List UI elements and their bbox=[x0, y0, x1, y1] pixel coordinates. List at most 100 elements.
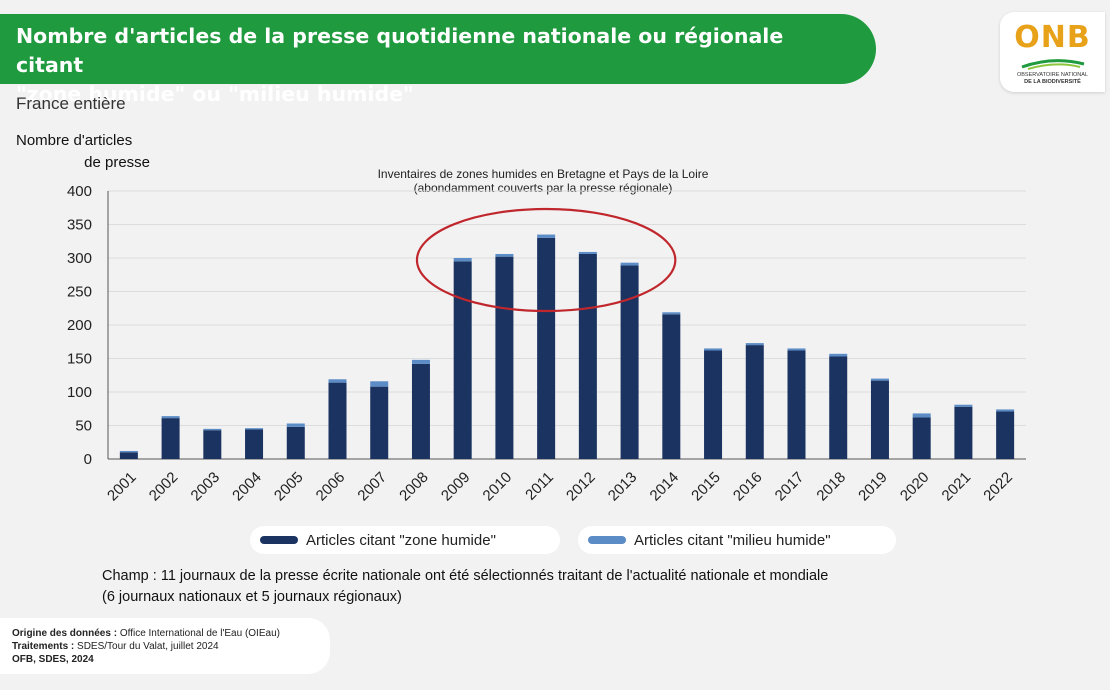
x-tick-label: 2018 bbox=[813, 469, 849, 505]
bar-zone-humide-2003 bbox=[203, 430, 222, 459]
bar-milieu-humide-2007 bbox=[370, 381, 389, 387]
bar-milieu-humide-2020 bbox=[912, 413, 931, 418]
source-origin-value: Office International de l'Eau (OIEau) bbox=[119, 628, 280, 639]
y-tick-label: 150 bbox=[67, 351, 92, 368]
scope-note-line2: (6 journaux nationaux et 5 journaux régi… bbox=[102, 589, 402, 605]
legend-label-zone-humide: Articles citant "zone humide" bbox=[306, 531, 496, 549]
bar-zone-humide-2008 bbox=[411, 363, 430, 459]
y-tick-label: 350 bbox=[67, 217, 92, 234]
bar-zone-humide-2021 bbox=[954, 406, 973, 459]
x-tick-label: 2022 bbox=[980, 469, 1016, 505]
bar-milieu-humide-2014 bbox=[662, 312, 681, 315]
bar-milieu-humide-2003 bbox=[203, 428, 222, 431]
x-tick-label: 2015 bbox=[688, 469, 724, 505]
x-tick-label: 2010 bbox=[480, 469, 516, 505]
bar-milieu-humide-2015 bbox=[704, 348, 723, 351]
legend-label-milieu-humide: Articles citant "milieu humide" bbox=[634, 531, 831, 549]
bar-zone-humide-2012 bbox=[578, 253, 597, 459]
x-tick-label: 2016 bbox=[730, 469, 766, 505]
scope-note-line1: Champ : 11 journaux de la presse écrite … bbox=[102, 568, 829, 584]
y-tick-label: 300 bbox=[67, 250, 92, 267]
x-tick-label: 2014 bbox=[647, 469, 683, 505]
bar-zone-humide-2016 bbox=[745, 345, 764, 459]
x-tick-label: 2005 bbox=[271, 469, 307, 505]
x-tick-label: 2021 bbox=[939, 469, 975, 505]
annotation-line1: Inventaires de zones humides en Bretagne… bbox=[377, 167, 709, 181]
logo-text: ONB bbox=[1014, 20, 1091, 55]
logo-subtitle-line1: OBSERVATOIRE NATIONAL bbox=[1016, 72, 1088, 78]
highlight-ellipse bbox=[415, 207, 677, 313]
onb-logo: ONB OBSERVATOIRE NATIONAL DE LA BIODIVER… bbox=[1000, 12, 1105, 92]
legend-swatch-zone-humide bbox=[260, 536, 298, 544]
y-tick-label: 200 bbox=[67, 317, 92, 334]
x-tick-label: 2004 bbox=[229, 469, 265, 505]
bar-milieu-humide-2010 bbox=[495, 253, 514, 257]
bar-zone-humide-2018 bbox=[829, 356, 848, 459]
x-tick-label: 2002 bbox=[146, 469, 182, 505]
bar-zone-humide-2010 bbox=[495, 256, 514, 459]
x-tick-label: 2003 bbox=[188, 469, 224, 505]
legend-swatch-milieu-humide bbox=[588, 536, 626, 544]
source-origin-label: Origine des données : bbox=[12, 628, 118, 639]
bar-zone-humide-2020 bbox=[912, 417, 931, 459]
bar-zone-humide-2004 bbox=[245, 429, 264, 459]
x-tick-label: 2009 bbox=[438, 469, 474, 505]
bar-milieu-humide-2017 bbox=[787, 348, 806, 351]
bar-zone-humide-2009 bbox=[453, 261, 472, 459]
bar-zone-humide-2022 bbox=[996, 411, 1015, 459]
bar-milieu-humide-2004 bbox=[245, 428, 264, 430]
bar-milieu-humide-2001 bbox=[119, 450, 138, 453]
x-tick-label: 2006 bbox=[313, 469, 349, 505]
chart-title-line2: "zone humide" ou "milieu humide" bbox=[16, 82, 414, 106]
legend-item-milieu-humide: Articles citant "milieu humide" bbox=[578, 526, 896, 554]
y-axis-title-line1: Nombre d'articles bbox=[16, 132, 133, 149]
bar-milieu-humide-2005 bbox=[286, 423, 305, 427]
x-tick-label: 2001 bbox=[104, 469, 140, 505]
bar-milieu-humide-2021 bbox=[954, 404, 973, 407]
x-tick-label: 2017 bbox=[772, 469, 808, 505]
y-tick-label: 50 bbox=[75, 418, 92, 435]
leaf-swoosh-icon bbox=[1021, 59, 1085, 70]
bar-zone-humide-2002 bbox=[161, 418, 180, 459]
source-credit: OFB, SDES, 2024 bbox=[12, 654, 94, 665]
chart-title: Nombre d'articles de la presse quotidien… bbox=[16, 22, 836, 109]
y-tick-label: 0 bbox=[84, 451, 92, 468]
bar-chart: 0 50 100 150 200 250 300 350 400 2001 2002 2003 2004… bbox=[67, 183, 1026, 505]
y-tick-label: 250 bbox=[67, 284, 92, 301]
source-text: Origine des données : Office Internation… bbox=[12, 627, 280, 666]
scope-note: Champ : 11 journaux de la presse écrite … bbox=[102, 566, 1002, 608]
bar-milieu-humide-2019 bbox=[870, 378, 889, 381]
bar-milieu-humide-2008 bbox=[411, 359, 430, 364]
logo-subtitle-line2: DE LA BIODIVERSITÉ bbox=[1024, 79, 1081, 85]
bar-zone-humide-2005 bbox=[286, 426, 305, 459]
chart-title-line1: Nombre d'articles de la presse quotidien… bbox=[16, 24, 784, 77]
bar-zone-humide-2011 bbox=[537, 237, 556, 459]
legend-item-zone-humide: Articles citant "zone humide" bbox=[250, 526, 560, 554]
bar-zone-humide-2014 bbox=[662, 314, 681, 459]
bar-milieu-humide-2011 bbox=[537, 234, 556, 238]
bar-zone-humide-2015 bbox=[704, 350, 723, 459]
y-tick-label: 400 bbox=[67, 183, 92, 200]
bar-milieu-humide-2009 bbox=[453, 258, 472, 262]
source-box: Origine des données : Office Internation… bbox=[0, 618, 330, 674]
logo-subtitle: OBSERVATOIRE NATIONAL DE LA BIODIVERSITÉ bbox=[1000, 72, 1105, 86]
bar-zone-humide-2006 bbox=[328, 382, 347, 459]
bar-zone-humide-2013 bbox=[620, 265, 639, 459]
source-treatment-value: SDES/Tour du Valat, juillet 2024 bbox=[77, 641, 219, 652]
x-tick-label: 2020 bbox=[897, 469, 933, 505]
y-axis-title: Nombre d'articles de presse bbox=[16, 130, 166, 174]
y-axis-title-line2: de presse bbox=[84, 154, 150, 171]
bar-milieu-humide-2012 bbox=[578, 251, 597, 254]
x-tick-label: 2013 bbox=[605, 469, 641, 505]
x-tick-label: 2011 bbox=[522, 469, 557, 504]
scope-label: France entière bbox=[16, 94, 126, 113]
source-treatment-label: Traitements : bbox=[12, 641, 75, 652]
bar-milieu-humide-2002 bbox=[161, 416, 180, 419]
y-tick-label: 100 bbox=[67, 384, 92, 401]
bar-milieu-humide-2006 bbox=[328, 379, 347, 383]
bar-milieu-humide-2016 bbox=[745, 343, 764, 346]
title-banner: Nombre d'articles de la presse quotidien… bbox=[0, 14, 876, 106]
bar-milieu-humide-2013 bbox=[620, 262, 639, 266]
bar-milieu-humide-2022 bbox=[996, 409, 1015, 412]
bar-milieu-humide-2018 bbox=[829, 353, 848, 357]
